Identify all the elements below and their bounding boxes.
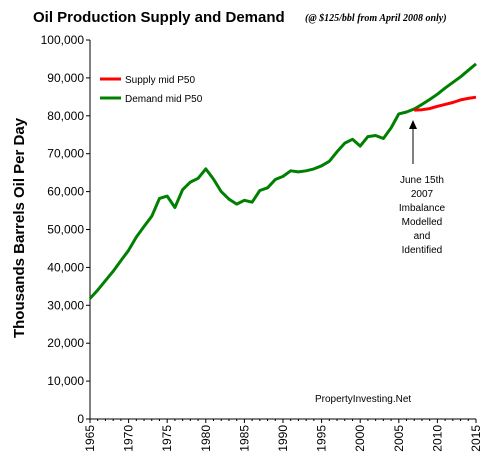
legend-label-supply: Supply mid P50 [125, 75, 195, 86]
annotation-line: Modelled [402, 217, 443, 228]
y-tick-label: 40,000 [47, 260, 84, 274]
legend-label-demand: Demand mid P50 [125, 94, 203, 105]
annotation-line: June 15th [400, 175, 444, 186]
annotation-line: Identified [402, 245, 443, 256]
x-tick-label: 1965 [83, 425, 97, 452]
series-line-demand [88, 62, 477, 300]
y-tick-label: 0 [77, 412, 84, 426]
x-tick-label: 2010 [430, 425, 444, 452]
series-line-supply [414, 95, 477, 112]
y-tick-label: 70,000 [47, 147, 84, 161]
annotation-line: and [414, 231, 431, 242]
x-tick-label: 1990 [276, 425, 290, 452]
y-tick-label: 20,000 [47, 336, 84, 350]
chart-subtitle: (@ $125/bbl from April 2008 only) [305, 13, 447, 24]
x-tick-label: 2015 [469, 425, 483, 452]
source-label: PropertyInvesting.Net [315, 394, 411, 405]
y-tick-label: 50,000 [47, 223, 84, 237]
y-tick-label: 10,000 [47, 374, 84, 388]
y-tick-label: 80,000 [47, 109, 84, 123]
y-tick-label: 100,000 [41, 33, 85, 47]
y-tick-label: 30,000 [47, 298, 84, 312]
y-axis-label: Thousands Barrels Oil Per Day [11, 117, 28, 338]
annotation: June 15th 2007 Imbalance Modelled and Identif… [399, 120, 446, 256]
x-tick-label: 1985 [237, 425, 251, 452]
x-tick-label: 1975 [160, 425, 174, 452]
x-tick-label: 1995 [315, 425, 329, 452]
axes: 0 10,000 20,000 30,000 40,000 50,000 60,000 70,… [41, 33, 483, 452]
x-tick-label: 2005 [392, 425, 406, 452]
annotation-arrowhead [409, 120, 417, 129]
chart-title: Oil Production Supply and Demand [33, 9, 285, 26]
annotation-line: 2007 [411, 189, 434, 200]
x-tick-label: 1980 [199, 425, 213, 452]
annotation-text: June 15th 2007 Imbalance Modelled and Identif… [399, 175, 446, 256]
annotation-line: Imbalance [399, 203, 446, 214]
x-tick-label: 1970 [122, 425, 136, 452]
series-layer [88, 62, 477, 300]
x-tick-label: 2000 [353, 425, 367, 452]
y-tick-label: 90,000 [47, 71, 84, 85]
legend: Supply mid P50 Demand mid P50 [100, 75, 203, 105]
y-tick-label: 60,000 [47, 185, 84, 199]
